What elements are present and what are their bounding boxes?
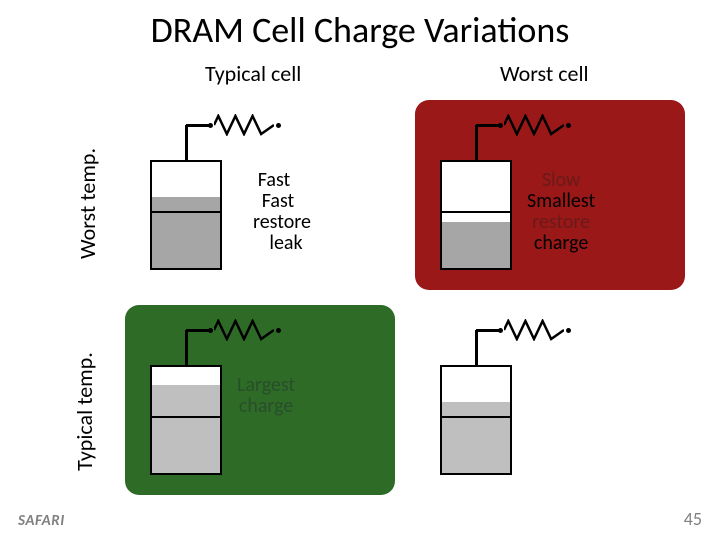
cell-text: SlowSmallestrestorecharge	[527, 170, 595, 254]
resistor-icon	[504, 114, 564, 141]
cell-text: Largestcharge	[237, 375, 295, 417]
cell-text: FastFastrestoreleak	[237, 170, 311, 254]
cell-bottom-right	[420, 310, 690, 500]
row-label-typical: Typical temp.	[71, 352, 98, 471]
capacitor-icon	[440, 365, 512, 475]
cell-bottom-left: Largestcharge	[130, 310, 400, 500]
brand-label: SAFARI	[18, 512, 65, 530]
resistor-icon	[214, 114, 274, 141]
capacitor-icon	[440, 160, 512, 270]
page-title: DRAM Cell Charge Variations	[0, 0, 720, 52]
cell-top-right: SlowSmallestrestorecharge	[420, 105, 690, 295]
col-header-worst: Worst cell	[500, 60, 589, 87]
capacitor-icon	[150, 160, 222, 270]
col-header-typical: Typical cell	[205, 60, 301, 87]
resistor-icon	[504, 319, 564, 346]
row-label-worst: Worst temp.	[74, 148, 101, 259]
cell-top-left: FastFastrestoreleak	[130, 105, 400, 295]
capacitor-icon	[150, 365, 222, 475]
resistor-icon	[214, 319, 274, 346]
page-number: 45	[684, 508, 702, 530]
